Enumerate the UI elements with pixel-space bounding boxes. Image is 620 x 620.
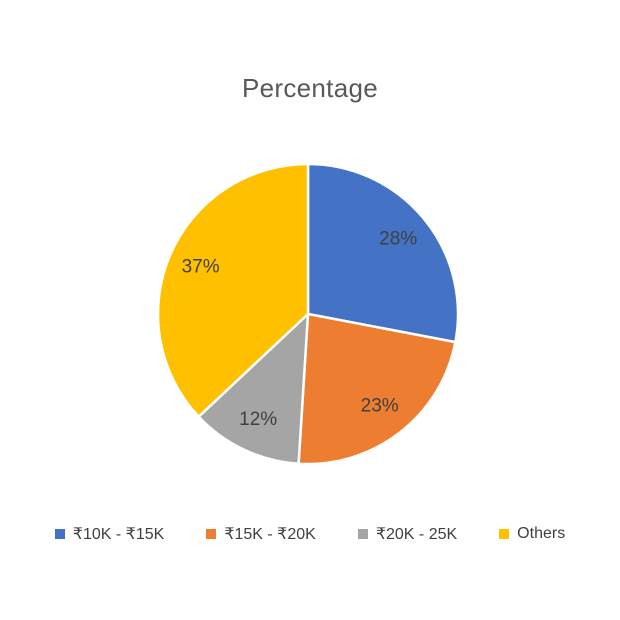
legend-item-others[interactable]: Others bbox=[499, 525, 565, 543]
legend-item-20k-25k[interactable]: ₹20K - 25K bbox=[357, 524, 458, 544]
pie-data-label: 12% bbox=[239, 409, 277, 430]
legend-swatch-icon bbox=[499, 529, 510, 539]
pie-data-label: 37% bbox=[182, 257, 220, 278]
pie-data-label: 28% bbox=[379, 228, 417, 249]
pie-slice-2[interactable] bbox=[197, 312, 310, 465]
legend-swatch-icon bbox=[54, 529, 65, 539]
pie-plot-area: 28% 23% 12% 37% bbox=[156, 162, 460, 466]
legend-label: ₹15K - ₹20K bbox=[224, 526, 316, 543]
pie-data-label: 23% bbox=[361, 395, 399, 416]
pie-slice-1[interactable] bbox=[297, 312, 457, 466]
legend-swatch-icon bbox=[357, 529, 368, 539]
legend-item-15k-20k[interactable]: ₹15K - ₹20K bbox=[206, 524, 316, 544]
legend-label: ₹20K - 25K bbox=[375, 526, 458, 543]
chart-legend: ₹10K - ₹15K ₹15K - ₹20K ₹20K - 25K Other… bbox=[0, 524, 620, 544]
legend-label: Others bbox=[517, 525, 566, 542]
pie-slice-0[interactable] bbox=[306, 162, 460, 344]
chart-title: Percentage bbox=[242, 73, 378, 103]
legend-item-10k-15k[interactable]: ₹10K - ₹15K bbox=[54, 524, 165, 544]
legend-swatch-icon bbox=[206, 529, 217, 539]
legend-label: ₹10K - ₹15K bbox=[72, 526, 165, 543]
pie-slice-3[interactable] bbox=[156, 162, 310, 418]
